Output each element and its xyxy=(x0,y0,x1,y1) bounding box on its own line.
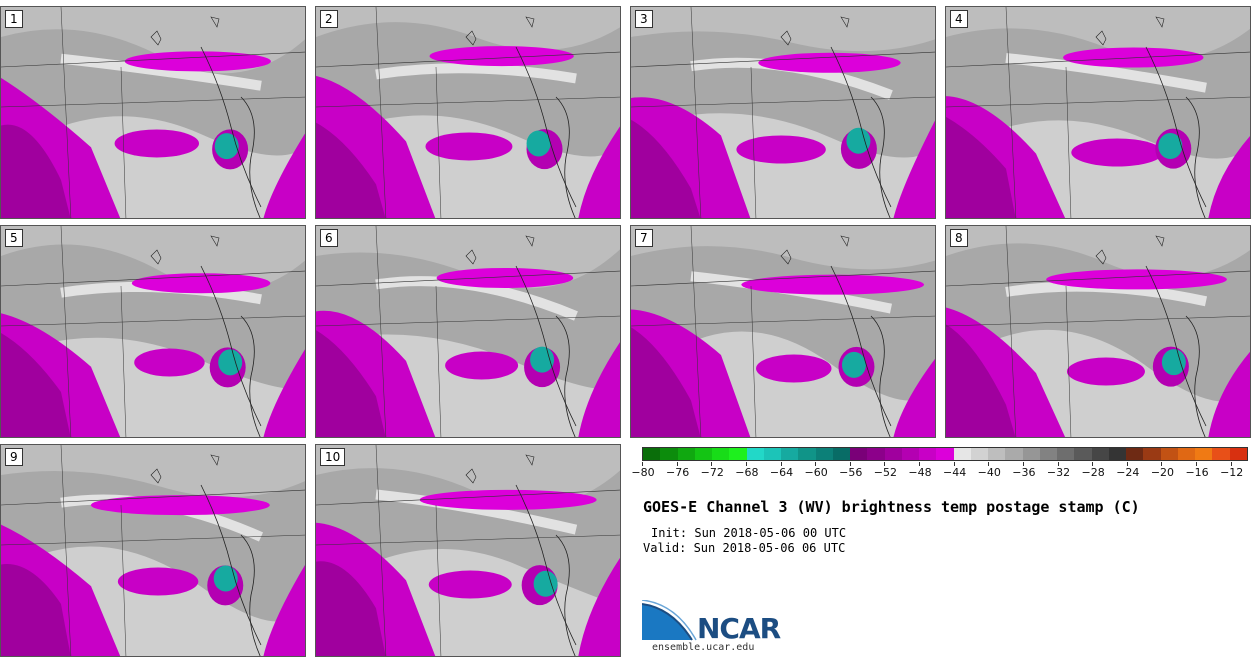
map-panel: 7 xyxy=(630,225,936,438)
colorbar-segment xyxy=(919,448,937,460)
map-panel: 3 xyxy=(630,6,936,219)
colorbar-tick-label: −24 xyxy=(1116,466,1140,479)
colorbar-tick-label: −44 xyxy=(943,466,967,479)
colorbar-tick-label: −40 xyxy=(977,466,1001,479)
colorbar-tick xyxy=(780,462,782,466)
colorbar-tick xyxy=(745,462,747,466)
colorbar-tick xyxy=(1022,462,1024,466)
colorbar-tick xyxy=(1092,462,1094,466)
colorbar-segment xyxy=(643,448,661,460)
colorbar-segment xyxy=(1195,448,1213,460)
map-panel: 8 xyxy=(945,225,1251,438)
colorbar-segment xyxy=(1143,448,1161,460)
colorbar-tick xyxy=(849,462,851,466)
colorbar-tick-label: −48 xyxy=(908,466,932,479)
colorbar-segment xyxy=(694,448,712,460)
map-panel: 1 xyxy=(0,6,306,219)
colorbar-segment xyxy=(1074,448,1092,460)
colorbar-tick-label: −76 xyxy=(666,466,690,479)
colorbar-segment xyxy=(832,448,850,460)
colorbar-tick-label: −28 xyxy=(1081,466,1105,479)
panel-number: 6 xyxy=(320,229,338,247)
colorbar-segment xyxy=(1057,448,1075,460)
map-panel: 2 xyxy=(315,6,621,219)
colorbar-tick xyxy=(815,462,817,466)
colorbar-segment xyxy=(884,448,902,460)
colorbar-segment xyxy=(677,448,695,460)
colorbar-segment xyxy=(746,448,764,460)
colorbar-segment xyxy=(1022,448,1040,460)
colorbar-segment xyxy=(729,448,747,460)
colorbar-segment xyxy=(763,448,781,460)
panel-number: 9 xyxy=(5,448,23,466)
colorbar-ticks: −80 −76 −72 −68 −64 −60 −56 −52 −48 −44 −40 −36 −32−… xyxy=(631,462,1248,482)
colorbar-tick xyxy=(884,462,886,466)
panel-number: 10 xyxy=(320,448,346,466)
colorbar-tick xyxy=(919,462,921,466)
colorbar-tick-label: −68 xyxy=(735,466,759,479)
colorbar-segment xyxy=(781,448,799,460)
panel-number: 4 xyxy=(950,10,968,28)
colorbar-segment xyxy=(1005,448,1023,460)
site-url: ensemble.ucar.edu xyxy=(652,642,755,653)
colorbar-segment xyxy=(970,448,988,460)
valid-time: Valid: Sun 2018-05-06 06 UTC xyxy=(643,541,846,555)
panel-number: 3 xyxy=(635,10,653,28)
colorbar-segment xyxy=(953,448,971,460)
map-panel: 9 xyxy=(0,444,306,657)
colorbar-tick xyxy=(953,462,955,466)
map-panel: 4 xyxy=(945,6,1251,219)
colorbar-tick xyxy=(1161,462,1163,466)
ncar-logo-icon xyxy=(642,600,697,641)
colorbar-segment xyxy=(988,448,1006,460)
map-panel: 6 xyxy=(315,225,621,438)
colorbar-segment xyxy=(660,448,678,460)
colorbar-segment xyxy=(1108,448,1126,460)
colorbar xyxy=(642,447,1248,461)
colorbar-segment xyxy=(1039,448,1057,460)
logo-text: NCAR xyxy=(697,612,781,645)
colorbar-tick-label: −36 xyxy=(1012,466,1036,479)
colorbar-tick xyxy=(1057,462,1059,466)
map-panel: 5 xyxy=(0,225,306,438)
colorbar-segment xyxy=(798,448,816,460)
colorbar-tick-label: −16 xyxy=(1185,466,1209,479)
colorbar-segment xyxy=(712,448,730,460)
colorbar-tick xyxy=(642,462,643,466)
colorbar-segment xyxy=(850,448,868,460)
init-time: Init: Sun 2018-05-06 00 UTC xyxy=(651,526,847,540)
panel-number: 2 xyxy=(320,10,338,28)
colorbar-segment xyxy=(1126,448,1144,460)
colorbar-tick-label: −12 xyxy=(1220,466,1244,479)
colorbar-segment xyxy=(1229,448,1247,460)
colorbar-segment xyxy=(1177,448,1195,460)
colorbar-tick xyxy=(1126,462,1128,466)
colorbar-tick-label: −56 xyxy=(839,466,863,479)
panel-number: 5 xyxy=(5,229,23,247)
colorbar-tick xyxy=(711,462,713,466)
colorbar-tick-label: −32 xyxy=(1046,466,1071,479)
colorbar-tick-label: −64 xyxy=(769,466,794,479)
colorbar-segment xyxy=(936,448,954,460)
colorbar-tick xyxy=(988,462,990,466)
panel-number: 7 xyxy=(635,229,653,247)
panel-number: 8 xyxy=(950,229,968,247)
colorbar-segment xyxy=(1212,448,1230,460)
colorbar-tick-label: −60 xyxy=(804,466,828,479)
colorbar-segment xyxy=(1160,448,1178,460)
colorbar-segment xyxy=(867,448,885,460)
colorbar-tick xyxy=(1230,462,1232,466)
panel-number: 1 xyxy=(5,10,23,28)
colorbar-tick xyxy=(1196,462,1198,466)
colorbar-segment xyxy=(1091,448,1109,460)
colorbar-segment xyxy=(815,448,833,460)
colorbar-tick-label: −52 xyxy=(873,466,897,479)
figure-title: GOES-E Channel 3 (WV) brightness temp po… xyxy=(643,498,1140,516)
colorbar-tick xyxy=(676,462,678,466)
colorbar-tick-label: −72 xyxy=(700,466,724,479)
colorbar-tick-label: −80 xyxy=(631,466,655,479)
colorbar-segment xyxy=(901,448,919,460)
colorbar-tick-label: −20 xyxy=(1150,466,1175,479)
map-panel: 10 xyxy=(315,444,621,657)
